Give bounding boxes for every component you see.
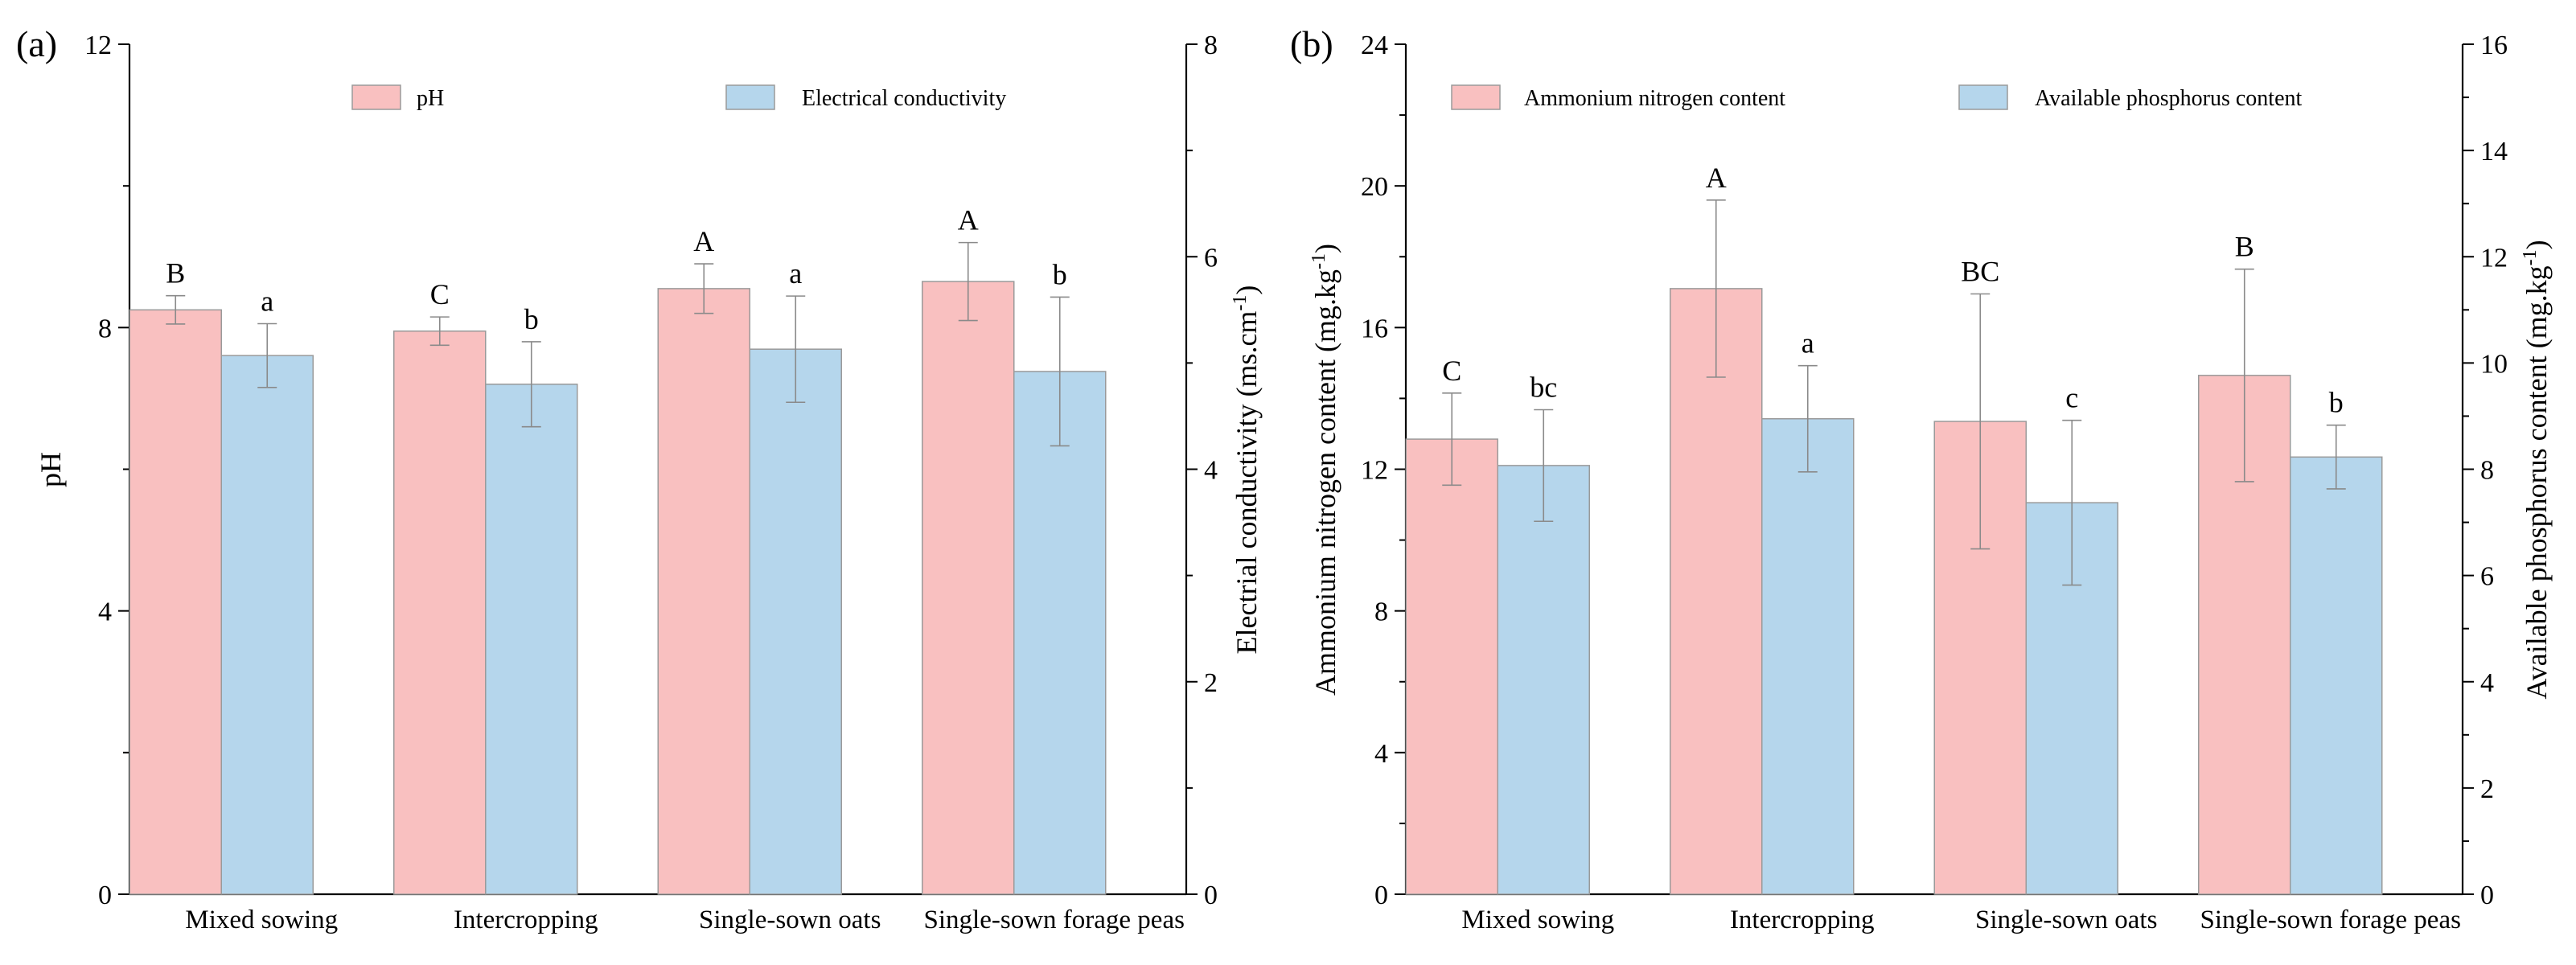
panel-b-bar-series1 <box>1670 288 1763 895</box>
legend-label-phosphorus: Available phosphorus content <box>2035 86 2303 111</box>
panel-b-left-tick-label: 4 <box>1374 739 1388 769</box>
legend-label-ph: pH <box>417 86 444 111</box>
panel-a-label: (a) <box>16 23 57 64</box>
legend-label-conductivity: Electrical conductivity <box>802 86 1006 111</box>
panel-a-left-tick-label: 12 <box>84 31 112 60</box>
panel-b-significance-letter: c <box>2065 382 2078 414</box>
panel-a-significance-letter: a <box>261 285 273 317</box>
panel-a-right-tick-label: 4 <box>1204 456 1218 486</box>
panel-b-significance-letter: bc <box>1530 372 1557 404</box>
panel-b-right-tick-label: 10 <box>2480 349 2508 379</box>
panel-a-significance-letter: b <box>1053 258 1067 290</box>
panel-a-left-tick-label: 4 <box>98 597 112 627</box>
panel-a-right-tick-label: 0 <box>1204 881 1218 910</box>
panel-a-category-label: Intercropping <box>454 905 598 934</box>
legend-swatch-ammonium <box>1451 84 1501 110</box>
legend-swatch-conductivity <box>725 84 775 110</box>
panel-a-legend: pH Electrical conductivity <box>351 84 1006 111</box>
panel-b-significance-letter: C <box>1442 355 1461 387</box>
panel-b-left-tick-label: 20 <box>1361 172 1388 202</box>
panel-b-right-tick-label: 16 <box>2480 31 2508 60</box>
panel-b-category-label: Intercropping <box>1730 905 1875 934</box>
panel-a-right-tick-label: 6 <box>1204 243 1218 273</box>
panel-a-significance-letter: A <box>693 225 714 257</box>
panel-b-left-tick-label: 16 <box>1361 314 1388 343</box>
panel-b-right-axis-title: Available phosphorus content (mg.kg-1) <box>2520 240 2553 699</box>
panel-a-significance-letter: C <box>430 278 450 310</box>
panel-a-category-label: Single-sown oats <box>699 905 881 934</box>
panel-a-left-axis-title: pH <box>35 452 67 487</box>
panel-a-bar-series2 <box>485 384 578 895</box>
panel-b-left-tick-label: 12 <box>1361 456 1388 486</box>
panel-b-bar-series2 <box>1497 465 1590 895</box>
panel-a-left-tick-label: 0 <box>98 881 112 910</box>
panel-a-left-tick-label: 8 <box>98 314 112 343</box>
panel-b-significance-letter: BC <box>1961 255 1999 287</box>
panel-b-significance-letter: b <box>2329 387 2344 419</box>
panel-a-bar-series2 <box>220 355 314 895</box>
panel-b-category-label: Single-sown oats <box>1975 905 2157 934</box>
panel-b-significance-letter: a <box>1802 327 1814 359</box>
panel-b-bar-series2 <box>1761 417 1855 895</box>
panel-a-significance-letter: A <box>958 204 979 236</box>
panel-a-bar-series2 <box>749 348 842 895</box>
panel-b-right-tick-label: 2 <box>2480 774 2494 804</box>
panel-b-bar-series1 <box>1405 438 1498 895</box>
panel-a-significance-letter: b <box>524 303 539 335</box>
panel-b-left-axis-title: Ammonium nitrogen content (mg.kg-1) <box>1309 244 1341 696</box>
panel-b-left-tick-label: 0 <box>1374 881 1388 910</box>
panel-b-right-tick-label: 0 <box>2480 881 2494 910</box>
panel-b: (b) Ammonium nitrogen content (mg.kg-1) … <box>1290 23 2553 934</box>
panel-b-left-tick-label: 8 <box>1374 597 1388 627</box>
panel-b-category-label: Single-sown forage peas <box>2200 905 2461 934</box>
panel-b-right-tick-label: 4 <box>2480 668 2494 698</box>
panel-a-right-tick-label: 2 <box>1204 668 1218 698</box>
panel-a-bar-series1 <box>922 281 1015 895</box>
panel-a-category-label: Single-sown forage peas <box>924 905 1185 934</box>
panel-a-significance-letter: a <box>789 257 802 290</box>
panel-b-bar-series2 <box>2290 456 2383 895</box>
panel-b-significance-letter: B <box>2235 231 2254 263</box>
panel-b-left-tick-label: 24 <box>1361 31 1388 60</box>
panel-b-right-tick-label: 14 <box>2480 137 2508 166</box>
panel-b-right-tick-label: 8 <box>2480 456 2494 486</box>
panel-a-right-axis-title: Electrial conductivity (ms.cm-1) <box>1230 285 1263 655</box>
legend-swatch-phosphorus <box>1958 84 2008 110</box>
panel-a-bar-series2 <box>1013 371 1107 895</box>
panel-a-bar-series1 <box>657 288 750 895</box>
panel-b-legend: Ammonium nitrogen content Available phos… <box>1451 84 2303 111</box>
panel-a-category-label: Mixed sowing <box>185 905 338 934</box>
panel-b-right-tick-label: 6 <box>2480 562 2494 592</box>
panel-a: (a) pH Electrial conductivity (ms.cm-1) … <box>16 23 1263 934</box>
panel-b-significance-letter: A <box>1706 162 1727 194</box>
panel-b-label: (b) <box>1290 23 1333 64</box>
panel-a-bar-series1 <box>129 309 222 895</box>
panel-a-significance-letter: B <box>166 257 185 290</box>
panel-b-right-tick-label: 12 <box>2480 243 2508 273</box>
panel-a-bar-series1 <box>393 330 487 895</box>
legend-label-ammonium: Ammonium nitrogen content <box>1524 86 1785 111</box>
legend-swatch-ph <box>351 84 401 110</box>
panel-a-right-tick-label: 8 <box>1204 31 1218 60</box>
panel-b-category-label: Mixed sowing <box>1461 905 1614 934</box>
